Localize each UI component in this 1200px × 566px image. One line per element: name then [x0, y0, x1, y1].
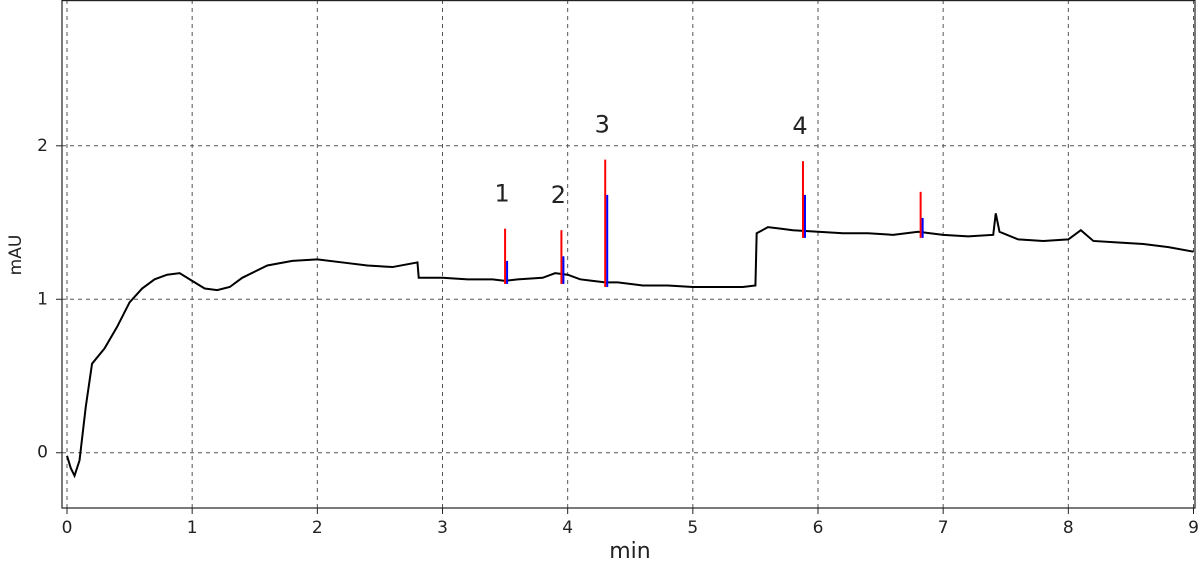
trace: [66, 213, 1194, 479]
x-tick-label: 5: [687, 518, 698, 538]
x-tick-label: 3: [437, 518, 448, 538]
y-tick-label: 1: [37, 289, 48, 309]
x-tick-label: 7: [938, 518, 949, 538]
x-tick-label: 8: [1063, 518, 1074, 538]
x-tick-label: 6: [813, 518, 824, 538]
peak-label: 2: [551, 181, 566, 209]
y-axis-label: mAU: [6, 235, 26, 276]
peak-label: 3: [595, 111, 610, 139]
y-tick-label: 0: [37, 443, 48, 463]
x-tick-label: 0: [62, 518, 73, 538]
x-tick-label: 1: [187, 518, 198, 538]
peak-label: 4: [792, 112, 807, 140]
x-tick-label: 2: [312, 518, 323, 538]
y-tick-label: 2: [37, 136, 48, 156]
x-tick-label: 9: [1188, 518, 1199, 538]
peak-label: 1: [494, 180, 509, 208]
plot-frame: [61, 0, 1196, 509]
x-axis-label: min: [609, 539, 651, 564]
x-tick-label: 4: [562, 518, 573, 538]
